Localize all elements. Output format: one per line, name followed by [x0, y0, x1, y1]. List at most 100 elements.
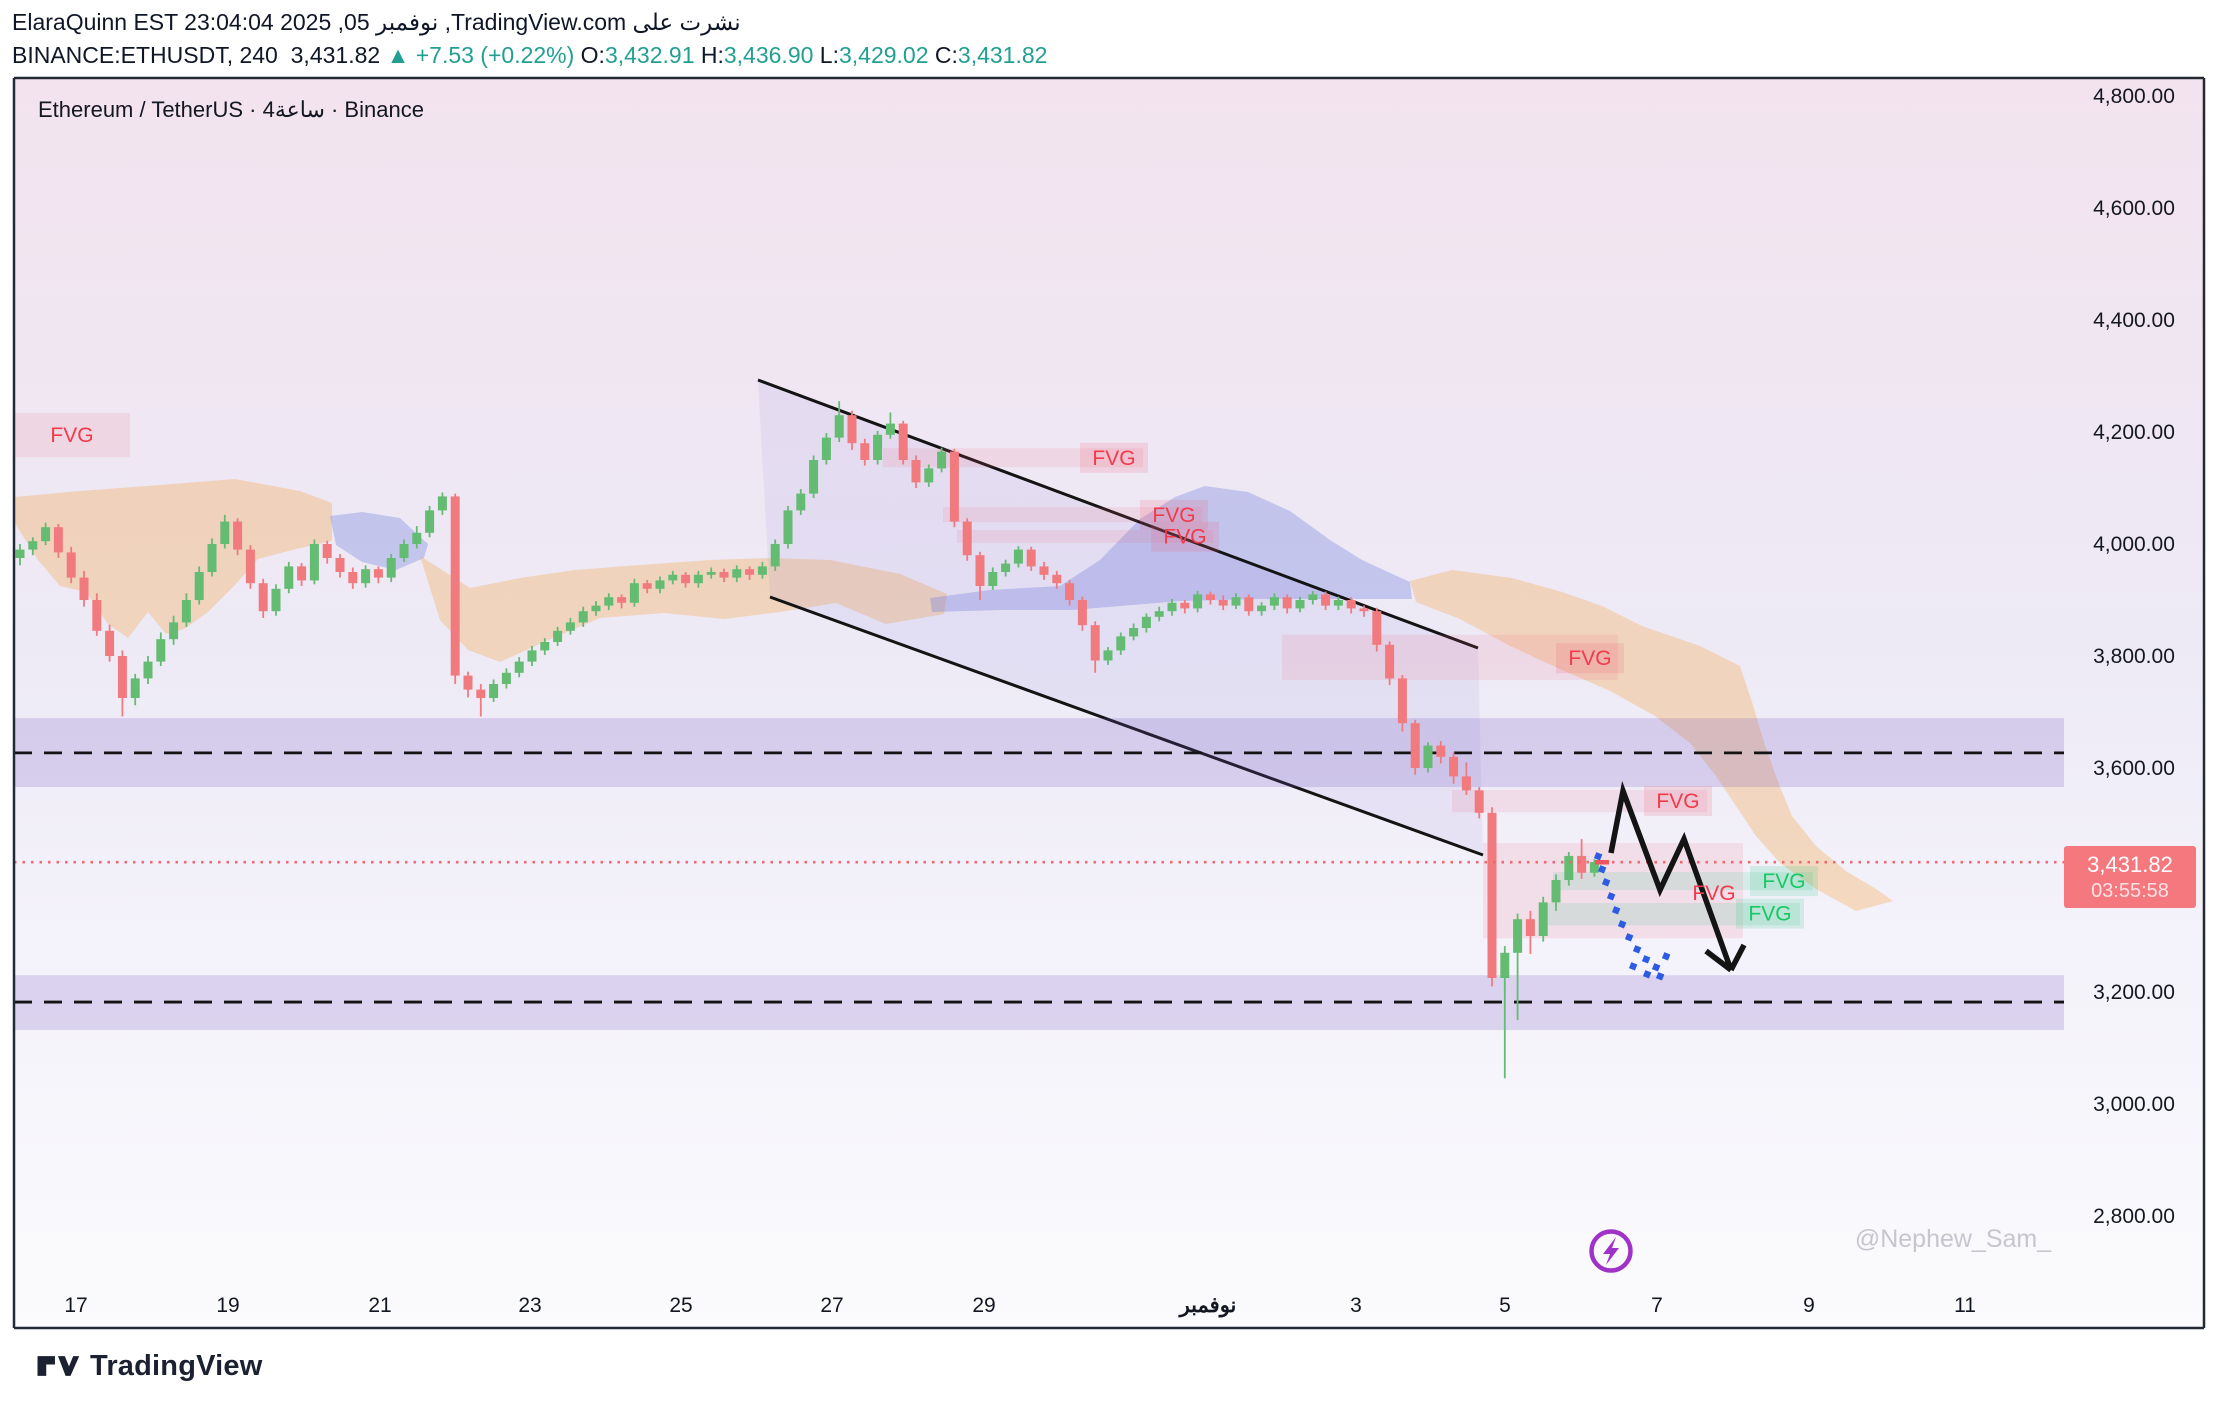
lightning-badge-icon[interactable] — [1589, 1229, 1633, 1273]
channel-lower-trendline[interactable] — [769, 595, 1484, 857]
attribution-left: ElaraQuinn EST 23:04:04 2025 ,05 — [12, 9, 377, 35]
price-axis-label[interactable]: 4,000.00 — [2093, 533, 2175, 556]
header-line-ohlc: BINANCE:ETHUSDT, 240 3,431.82 ▲ +7.53 (+… — [12, 39, 1047, 72]
candlestick — [1410, 719, 1420, 775]
time-axis-label[interactable]: 25 — [669, 1294, 692, 1317]
open-value: 3,432.91 — [604, 42, 695, 68]
time-axis-label[interactable]: نوفمبر — [1178, 1294, 1237, 1318]
ichimoku-cloud-orange — [420, 556, 947, 662]
time-axis-label[interactable]: 27 — [820, 1294, 843, 1317]
candlestick — [1308, 591, 1318, 605]
fvg-label: FVG — [50, 424, 93, 447]
candlestick — [1397, 675, 1407, 732]
candlestick — [911, 455, 921, 488]
candlestick — [1449, 752, 1459, 784]
candlestick — [322, 540, 332, 564]
candlestick — [450, 493, 460, 684]
candlestick — [706, 567, 716, 579]
fvg-label: FVG — [1163, 526, 1206, 549]
fvg-zone-pink — [943, 507, 1202, 523]
candlestick — [693, 570, 703, 588]
candlestick — [770, 539, 780, 571]
attribution-month-arabic: نوفمبر — [376, 9, 439, 35]
candlestick — [1589, 859, 1599, 877]
fvg-label: FVG — [1152, 504, 1195, 527]
price-axis-label[interactable]: 4,600.00 — [2093, 197, 2175, 220]
candlestick — [1116, 632, 1126, 655]
candlestick — [1525, 910, 1535, 954]
candlestick — [578, 606, 588, 627]
candlestick — [565, 617, 575, 635]
time-axis-label[interactable]: 29 — [972, 1294, 995, 1317]
candlestick — [156, 632, 166, 667]
price-change: +7.53 (+0.22%) — [415, 42, 575, 68]
fvg-label-chip — [1644, 786, 1712, 817]
open-label: O: — [580, 42, 605, 68]
fvg-label: FVG — [1692, 882, 1735, 905]
candlestick — [1269, 593, 1279, 611]
candlestick — [553, 626, 563, 646]
chart-background — [14, 78, 2204, 1328]
price-axis-label[interactable]: 4,400.00 — [2093, 309, 2175, 332]
high-value: 3,436.90 — [723, 42, 814, 68]
candlestick — [1513, 913, 1523, 1020]
time-axis-label[interactable]: 5 — [1499, 1294, 1511, 1317]
fvg-label: FVG — [1568, 647, 1611, 670]
time-axis-label[interactable]: 23 — [518, 1294, 541, 1317]
chart-legend-title[interactable]: Ethereum / TetherUS · 4ساعة · Binance — [38, 97, 424, 123]
fvg-label-chip — [1140, 499, 1208, 530]
fvg-label: FVG — [1092, 447, 1135, 470]
time-axis-label[interactable]: 21 — [368, 1294, 391, 1317]
candlestick — [783, 505, 793, 549]
candlestick — [847, 410, 857, 450]
candlestick — [949, 448, 959, 528]
price-axis-label[interactable]: 4,200.00 — [2093, 421, 2175, 444]
time-axis-label[interactable]: 17 — [64, 1294, 87, 1317]
candlestick — [399, 539, 409, 562]
price-axis-label[interactable]: 2,800.00 — [2093, 1205, 2175, 1228]
fvg-zone-mint — [1553, 872, 1813, 891]
dotted-projection-dot — [1641, 955, 1651, 964]
attribution-published-arabic: نشرت على — [632, 9, 741, 35]
candlestick — [1180, 600, 1190, 614]
candlestick — [873, 430, 883, 465]
time-axis-label[interactable]: 19 — [216, 1294, 239, 1317]
candlestick — [271, 584, 281, 616]
price-axis-label[interactable]: 3,000.00 — [2093, 1093, 2175, 1116]
candlestick — [79, 570, 89, 607]
tradingview-logo[interactable]: TradingView — [36, 1346, 263, 1386]
candlestick — [1154, 606, 1164, 622]
candlestick — [604, 593, 614, 611]
candlestick — [373, 566, 383, 584]
candlestick — [1205, 591, 1215, 605]
dotted-projection-dot — [1655, 972, 1665, 981]
candlestick — [1436, 741, 1446, 764]
price-axis-label[interactable]: 3,600.00 — [2093, 757, 2175, 780]
channel-upper-trendline[interactable] — [757, 378, 1479, 650]
fvg-label: FVG — [1748, 903, 1791, 926]
candlestick — [1551, 874, 1561, 911]
time-axis-label[interactable]: 7 — [1651, 1294, 1663, 1317]
time-axis-label[interactable]: 3 — [1350, 1294, 1362, 1317]
candlestick — [412, 526, 422, 549]
candlestick — [668, 570, 678, 585]
pane-borders — [12, 76, 2206, 1330]
fvg-label-chip — [1750, 866, 1818, 897]
fvg-label: FVG — [1762, 870, 1805, 893]
symbol-interval[interactable]: BINANCE:ETHUSDT, 240 — [12, 42, 278, 68]
price-axis-label[interactable]: 3,200.00 — [2093, 981, 2175, 1004]
candlestick — [681, 572, 691, 588]
candlestick — [1231, 593, 1241, 609]
price-axis-label[interactable]: 3,800.00 — [2093, 645, 2175, 668]
time-axis-label[interactable]: 11 — [1954, 1294, 1976, 1317]
price-axis-label[interactable]: 4,800.00 — [2093, 85, 2175, 108]
time-axis-label[interactable]: 9 — [1803, 1294, 1815, 1317]
candlestick — [617, 594, 627, 609]
tradingview-mark-icon — [37, 1356, 80, 1376]
legend-symbol: Ethereum / TetherUS · 4 — [38, 97, 275, 122]
candlestick — [796, 489, 806, 515]
legend-exchange: · Binance — [324, 97, 424, 122]
candlestick — [258, 578, 268, 618]
projection-zigzag-arrow[interactable] — [1608, 780, 1734, 971]
